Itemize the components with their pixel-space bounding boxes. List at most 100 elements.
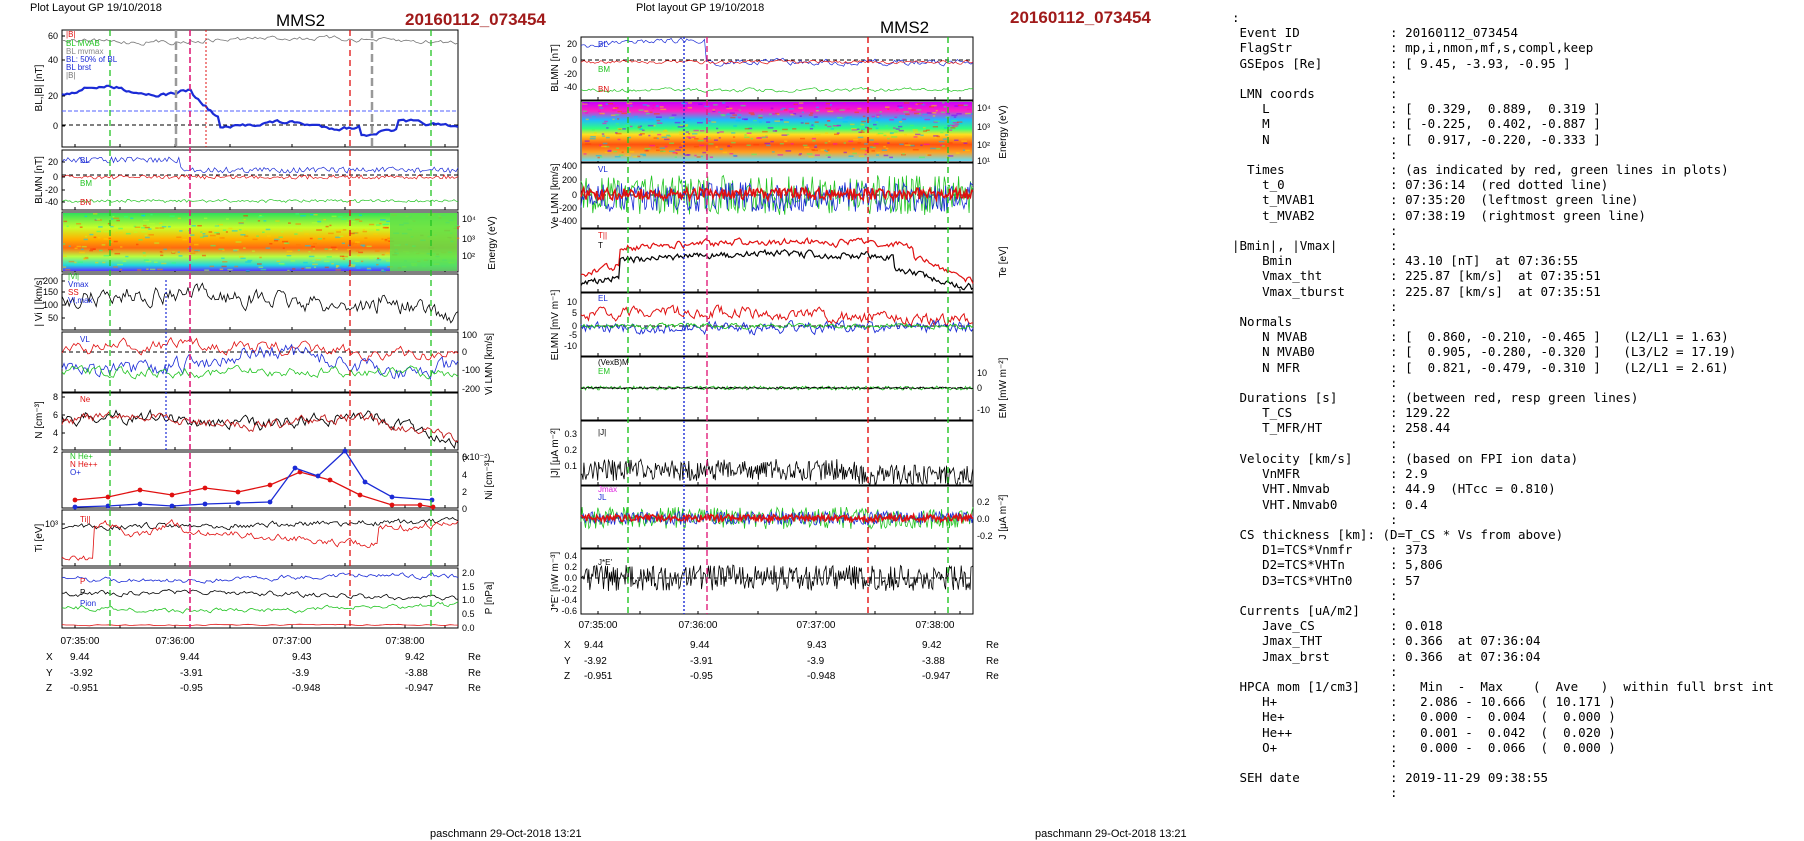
- coord-value: 9.44: [584, 640, 604, 651]
- spectrogram-speckle: [257, 220, 261, 222]
- time-tick-label: 07:38:00: [386, 636, 425, 647]
- y-tick-label-right: 1.0: [462, 595, 475, 605]
- spectrogram-speckle: [373, 233, 378, 235]
- spectrogram-speckle: [83, 257, 89, 260]
- panel-frame-1: [61, 29, 459, 148]
- spectrogram-speckle: [963, 104, 968, 106]
- spectrogram-speckle: [704, 105, 710, 108]
- spectrogram-speckle: [172, 251, 175, 254]
- spectrogram-speckle: [825, 132, 829, 134]
- spectrogram-speckle: [311, 222, 318, 224]
- en-series: [581, 322, 974, 330]
- spectrogram-speckle: [376, 258, 382, 261]
- spectrogram-speckle: [642, 104, 648, 106]
- o-plus-point: [362, 479, 368, 485]
- legend-label: BM: [80, 179, 92, 188]
- spectrogram-speckle: [63, 266, 67, 268]
- spectrogram-speckle: [133, 231, 138, 233]
- spectrogram-speckle: [129, 224, 133, 227]
- spectrogram-speckle: [824, 149, 827, 152]
- y-tick-label-right: 0.0: [462, 623, 475, 633]
- spectrogram-speckle: [950, 127, 956, 129]
- spectrogram-speckle: [865, 149, 869, 152]
- legend-label: P: [80, 577, 85, 586]
- left-plot-header: Plot Layout GP 19/10/2018: [30, 2, 162, 14]
- spectrogram-speckle: [685, 124, 689, 126]
- spectrogram-speckle: [744, 127, 750, 130]
- spectrogram-speckle: [760, 136, 767, 139]
- spectrogram-speckle: [706, 112, 711, 115]
- y-axis-label: BL,|B| [nT]: [34, 64, 45, 111]
- spectrogram-speckle: [827, 149, 830, 151]
- spectrogram-speckle: [954, 105, 959, 107]
- spectrogram-speckle: [280, 231, 284, 233]
- coord-value: -3.9: [807, 656, 825, 667]
- spectrogram-speckle: [923, 143, 930, 146]
- panel-frame-4: [580, 228, 974, 293]
- spectrogram-speckle: [63, 220, 68, 223]
- time-tick-label: 07:38:00: [916, 620, 955, 631]
- spectrogram-speckle: [685, 131, 689, 133]
- legend-label: |B|: [66, 30, 76, 39]
- spectrogram-speckle: [322, 237, 326, 240]
- spectrogram-speckle: [965, 105, 970, 107]
- spectrogram-speckle: [583, 153, 587, 155]
- spectrogram-speckle: [869, 127, 873, 130]
- spectrogram-speckle: [213, 224, 219, 227]
- spectrogram-speckle: [860, 122, 864, 125]
- y-tick-label: 0.4: [564, 551, 577, 561]
- spectrogram-speckle: [681, 120, 684, 123]
- spectrogram-speckle: [930, 112, 937, 114]
- p-total-series: [61, 572, 459, 584]
- legend-label: P: [80, 588, 85, 597]
- he-plus-plus-point: [267, 482, 273, 488]
- spectrogram-speckle: [190, 234, 195, 236]
- spectrogram-speckle: [751, 153, 757, 156]
- y-tick-label-right: 0.2: [977, 497, 990, 507]
- y-tick-label: -0.2: [561, 584, 577, 594]
- spectrogram-speckle: [605, 103, 609, 105]
- spectrogram-speckle: [903, 102, 910, 104]
- spectrogram-speckle: [630, 105, 633, 107]
- spectrogram-speckle: [141, 227, 145, 229]
- spectrogram-speckle: [688, 132, 691, 135]
- spectrogram-speckle: [315, 258, 321, 261]
- p-ion-series: [61, 589, 459, 601]
- spectrogram-speckle: [339, 255, 345, 258]
- spectrogram-speckle: [758, 116, 763, 119]
- spectrogram-speckle: [259, 256, 262, 259]
- panel-frame-5: [580, 292, 974, 357]
- spectrogram-speckle: [924, 118, 931, 121]
- y-tick-label-right: 0: [977, 383, 982, 393]
- y-tick-label: 0.1: [564, 461, 577, 471]
- he-plus-plus-point: [430, 504, 436, 510]
- spectrogram-speckle: [675, 152, 678, 155]
- spectrogram-speckle: [932, 115, 936, 117]
- spectrogram-speckle: [355, 241, 360, 243]
- left-figure: BL,|B| [nT] BLMN [nT] | Vi | [km/s] N [cm⁻³…: [34, 29, 498, 694]
- y-tick-label-right: 10²: [977, 140, 990, 150]
- spectrogram-speckle: [313, 213, 318, 216]
- spectrogram-speckle: [825, 107, 831, 110]
- spectrogram-speckle: [282, 240, 289, 243]
- spectrogram-speckle: [154, 242, 160, 244]
- y-axis-label: J*E' [nW m⁻³]: [550, 552, 561, 613]
- spectrogram-speckle: [904, 142, 909, 145]
- spectrogram-speckle: [917, 102, 923, 105]
- spectrogram-speckle: [604, 151, 608, 154]
- spectrogram-speckle: [259, 214, 262, 217]
- spectrogram-speckle: [876, 119, 880, 121]
- y-tick-label-right: 10¹: [977, 156, 990, 166]
- spectrogram-speckle: [256, 235, 259, 237]
- spectrogram-speckle: [347, 249, 351, 251]
- vm-series: [580, 181, 974, 213]
- panel-frame-2: [61, 149, 459, 211]
- spectrogram-speckle: [348, 265, 351, 267]
- spectrogram-speckle: [358, 251, 364, 254]
- spectrogram-speckle: [850, 127, 857, 130]
- legend-label: BL: 50% of BL: [66, 55, 118, 64]
- spectrogram-speckle: [292, 268, 296, 270]
- spectrogram-speckle: [585, 143, 592, 145]
- spectrogram-speckle: [871, 146, 876, 149]
- spectrogram-speckle: [335, 266, 338, 269]
